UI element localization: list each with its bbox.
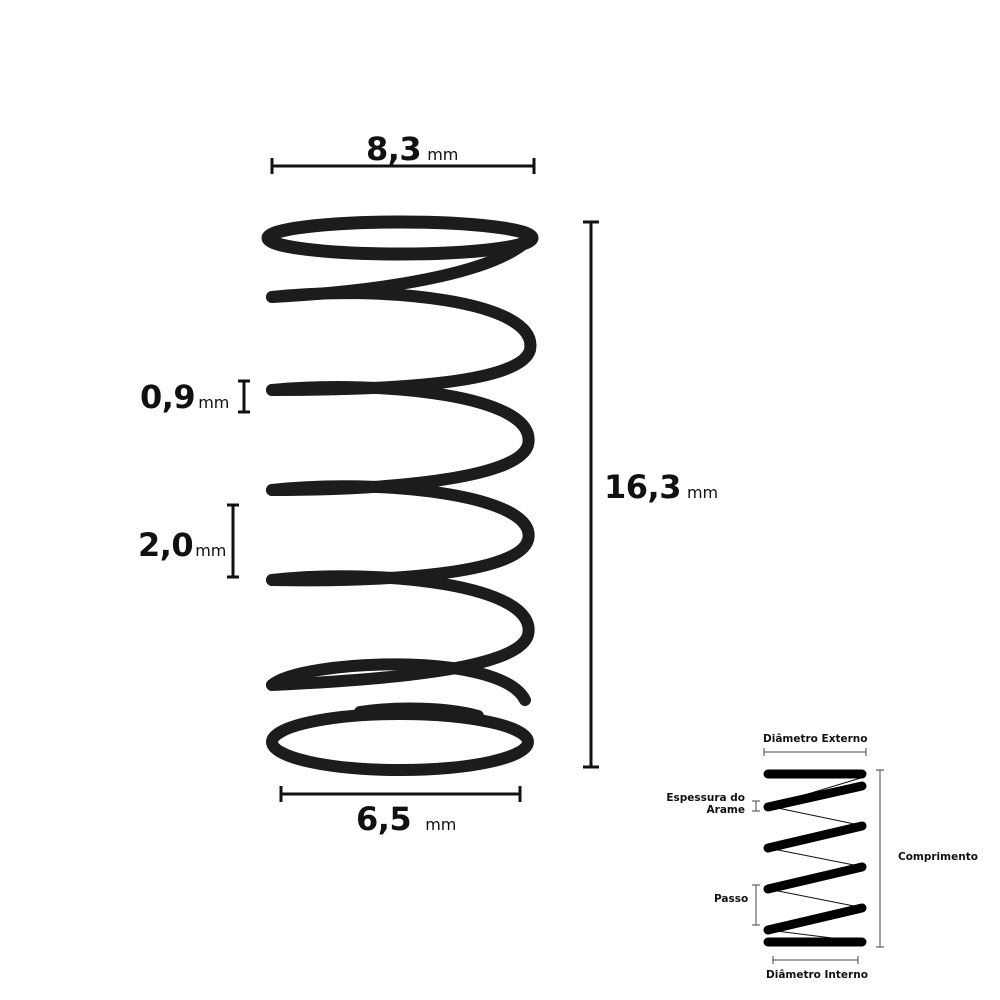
- legend-wire-thickness-line2: Arame: [706, 804, 745, 816]
- legend-coils: [763, 769, 867, 947]
- spring-top-coil: [261, 215, 539, 261]
- wire-thickness-unit: mm: [198, 393, 230, 412]
- pitch-label: 2,0 mm: [138, 526, 226, 564]
- legend-wire-thickness: Espessura do Arame: [660, 792, 745, 816]
- inner-diameter-label: 6,5 mm: [356, 800, 456, 838]
- legend-length: Comprimento: [898, 851, 978, 863]
- length-unit: mm: [686, 483, 719, 502]
- pitch-value: 2,0: [138, 526, 194, 564]
- outer-diameter-label: 8,3 mm: [366, 130, 458, 168]
- spring-coil: [266, 287, 537, 396]
- spring-photo: [261, 215, 539, 776]
- dimension-lines: [227, 158, 599, 802]
- legend-outer-diameter: Diâmetro Externo: [763, 733, 868, 745]
- legend-strand: [767, 805, 865, 827]
- wire-thickness-label: 0,9 mm: [140, 378, 229, 416]
- length-value: 16,3: [604, 468, 681, 506]
- outer-diameter-unit: mm: [427, 145, 459, 164]
- spring-coil: [266, 570, 535, 691]
- outer-diameter-value: 8,3: [366, 130, 422, 168]
- legend-strand: [767, 847, 865, 868]
- spring-coil: [266, 381, 535, 496]
- legend-coil: [763, 862, 867, 894]
- legend-coil: [763, 903, 867, 935]
- spring-bottom-coil: [266, 708, 534, 776]
- legend-strand: [767, 888, 865, 909]
- inner-diameter-unit: mm: [425, 815, 457, 834]
- wire-thickness-value: 0,9: [140, 378, 196, 416]
- spring-wire-end: [354, 702, 484, 722]
- length-label: 16,3 mm: [604, 468, 718, 506]
- inner-diameter-value: 6,5: [356, 800, 412, 838]
- legend-diagram: [752, 748, 884, 964]
- legend-wire-thickness-line1: Espessura do: [666, 792, 745, 804]
- legend-coil: [763, 821, 867, 853]
- legend-pitch: Passo: [714, 893, 749, 905]
- pitch-unit: mm: [195, 541, 227, 560]
- legend-dimension-lines: [752, 748, 884, 964]
- spring-coil: [266, 658, 531, 706]
- legend-inner-diameter: Diâmetro Interno: [766, 969, 868, 981]
- legend-coil: [763, 781, 867, 812]
- spring-coil: [266, 480, 535, 587]
